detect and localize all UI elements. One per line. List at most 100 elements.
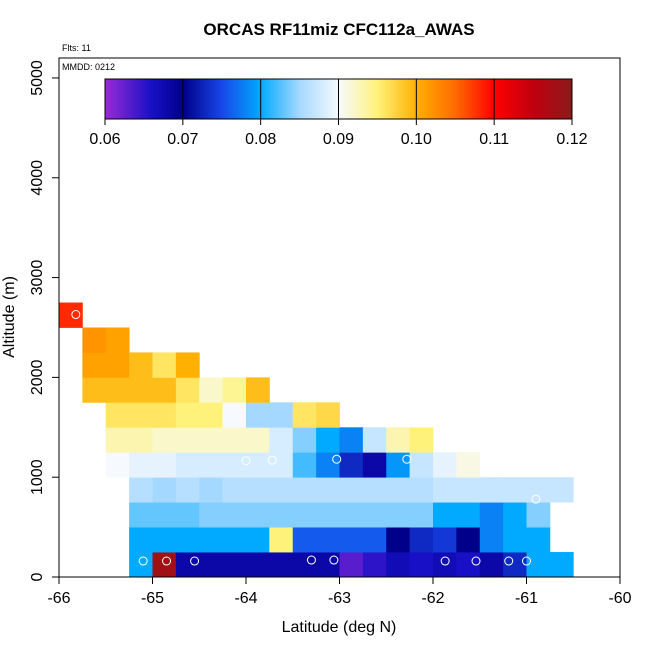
colorbar-tick-label: 0.12 bbox=[556, 131, 587, 148]
heatmap-cells bbox=[59, 302, 574, 578]
heatmap-cell bbox=[316, 527, 340, 553]
colorbar-tick-label: 0.10 bbox=[401, 131, 432, 148]
heatmap-cell bbox=[175, 377, 200, 403]
heatmap-cell bbox=[316, 427, 340, 453]
y-axis-label: Altitude (m) bbox=[1, 276, 18, 358]
colorbar-tick-label: 0.07 bbox=[167, 131, 198, 148]
heatmap-cell bbox=[479, 502, 504, 528]
heatmap-cell bbox=[105, 452, 130, 478]
heatmap-cell bbox=[386, 477, 411, 503]
heatmap-cell bbox=[175, 427, 200, 453]
x-tick-label: -63 bbox=[328, 590, 351, 607]
chart-title: ORCAS RF11miz CFC112a_AWAS bbox=[203, 20, 474, 39]
heatmap-cell bbox=[503, 502, 527, 528]
colorbar: 0.06 0.07 0.08 0.09 0.10 0.11 0.12 bbox=[89, 78, 588, 148]
heatmap-cell bbox=[409, 427, 434, 453]
heatmap-cell bbox=[386, 552, 411, 578]
heatmap-cell bbox=[456, 502, 481, 528]
heatmap-cell bbox=[129, 352, 153, 378]
y-axis: 0 1000 2000 3000 4000 5000 bbox=[29, 60, 59, 581]
heatmap-cell bbox=[362, 452, 387, 478]
heatmap-cell bbox=[152, 452, 177, 478]
heatmap-cell bbox=[433, 477, 457, 503]
heatmap-cell bbox=[152, 502, 177, 528]
heatmap-cell bbox=[339, 452, 364, 478]
y-tick-label: 5000 bbox=[29, 60, 46, 96]
heatmap-cell bbox=[526, 552, 551, 578]
heatmap-cell bbox=[503, 477, 527, 503]
heatmap-cell bbox=[339, 477, 364, 503]
heatmap-cell bbox=[105, 377, 130, 403]
heatmap-cell bbox=[129, 402, 153, 428]
sample-point bbox=[440, 556, 450, 566]
heatmap-cell bbox=[479, 552, 504, 578]
sample-point bbox=[332, 454, 342, 464]
heatmap-cell bbox=[82, 352, 107, 378]
heatmap-cell bbox=[456, 477, 481, 503]
heatmap-cell bbox=[246, 402, 270, 428]
heatmap-cell bbox=[362, 527, 387, 553]
heatmap-cell bbox=[269, 502, 294, 528]
heatmap-cell bbox=[269, 427, 294, 453]
heatmap-cell bbox=[386, 427, 411, 453]
y-tick-label: 4000 bbox=[29, 160, 46, 196]
heatmap-cell bbox=[175, 402, 200, 428]
heatmap-cell bbox=[316, 502, 340, 528]
colorbar-tick-label: 0.09 bbox=[323, 131, 354, 148]
x-tick-label: -66 bbox=[47, 590, 70, 607]
heatmap-cell bbox=[222, 552, 247, 578]
colorbar-ticks: 0.06 0.07 0.08 0.09 0.10 0.11 0.12 bbox=[89, 79, 588, 148]
heatmap-cell bbox=[316, 552, 340, 578]
heatmap-cell bbox=[269, 527, 294, 553]
heatmap-cell bbox=[549, 477, 574, 503]
heatmap-cell bbox=[129, 477, 153, 503]
heatmap-cell bbox=[503, 527, 527, 553]
heatmap-cell bbox=[339, 427, 364, 453]
sample-point bbox=[329, 555, 339, 565]
x-tick-label: -61 bbox=[515, 590, 538, 607]
x-tick-label: -65 bbox=[141, 590, 164, 607]
heatmap-cell bbox=[456, 452, 481, 478]
heatmap-cell bbox=[479, 477, 504, 503]
heatmap-cell bbox=[246, 377, 270, 403]
sample-point bbox=[306, 555, 316, 565]
sample-point bbox=[138, 556, 148, 566]
heatmap-cell bbox=[269, 477, 294, 503]
heatmap-cell bbox=[433, 502, 457, 528]
heatmap-cell bbox=[129, 502, 153, 528]
heatmap-cell bbox=[503, 552, 527, 578]
heatmap-cell bbox=[362, 477, 387, 503]
sample-points bbox=[71, 310, 541, 566]
heatmap-cell bbox=[386, 452, 411, 478]
heatmap-cell bbox=[292, 502, 317, 528]
sample-point bbox=[504, 556, 514, 566]
heatmap-cell bbox=[175, 352, 200, 378]
heatmap-cell bbox=[129, 452, 153, 478]
x-tick-label: -62 bbox=[421, 590, 444, 607]
heatmap-cell bbox=[82, 327, 107, 353]
heatmap-cell bbox=[526, 477, 551, 503]
colorbar-tick-label: 0.06 bbox=[89, 131, 120, 148]
heatmap-cell bbox=[199, 402, 224, 428]
heatmap-cell bbox=[339, 527, 364, 553]
x-axis-label: Latitude (deg N) bbox=[282, 619, 397, 636]
sample-point bbox=[471, 556, 481, 566]
heatmap-cell bbox=[269, 452, 294, 478]
y-tick-label: 3000 bbox=[29, 260, 46, 296]
heatmap-cell bbox=[456, 552, 481, 578]
colorbar-tick-label: 0.11 bbox=[479, 131, 509, 148]
heatmap-cell bbox=[105, 352, 130, 378]
heatmap-cell bbox=[105, 327, 130, 353]
heatmap-cell bbox=[246, 452, 270, 478]
heatmap-cell bbox=[339, 552, 364, 578]
heatmap-cell bbox=[175, 452, 200, 478]
heatmap-cell bbox=[386, 527, 411, 553]
heatmap-cell bbox=[409, 552, 434, 578]
heatmap-cell bbox=[199, 527, 224, 553]
heatmap-cell bbox=[199, 452, 224, 478]
heatmap-cell bbox=[292, 452, 317, 478]
heatmap-cell bbox=[222, 427, 247, 453]
x-tick-label: -60 bbox=[608, 590, 631, 607]
